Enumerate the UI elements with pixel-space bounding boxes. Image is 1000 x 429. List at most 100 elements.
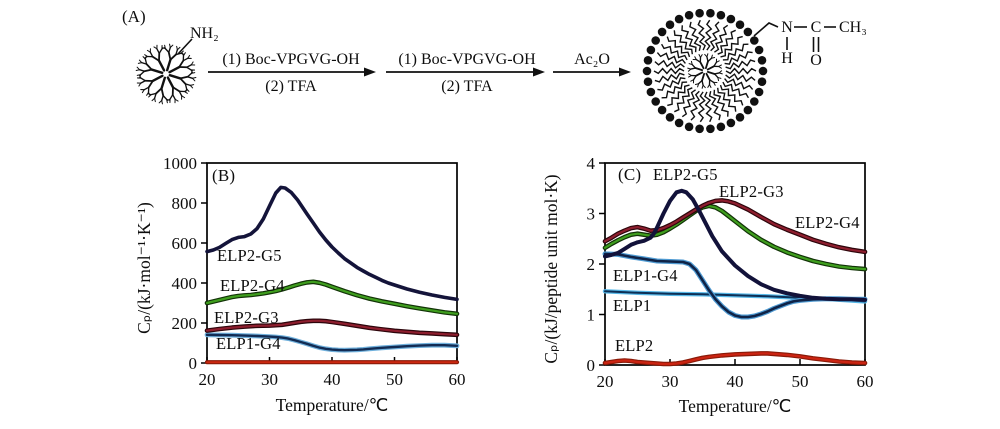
series-ELP2-G3	[603, 199, 867, 253]
branch	[169, 94, 174, 100]
micelle-chain	[717, 29, 736, 55]
branch	[699, 61, 705, 70]
branch	[149, 51, 154, 58]
micelle-headgroup-dot	[646, 45, 656, 55]
micelle-headgroup-dot	[684, 122, 694, 132]
micelle-chain	[674, 87, 693, 113]
branch	[175, 49, 179, 56]
micelle-headgroup-dot	[706, 124, 715, 134]
x-tick-label: 20	[199, 370, 216, 389]
micelle-chain	[713, 24, 729, 53]
micelle-chain	[724, 78, 754, 90]
y-tick-label: 4	[587, 154, 596, 173]
panel-a-scheme: (A) NH₂ (1) Boc-VPGVG-OH (2) TFA (1) Boc…	[122, 7, 867, 134]
micelle-headgroup-dot	[643, 77, 653, 86]
x-tick-label: 20	[597, 372, 614, 391]
micelle-headgroup-dot	[651, 36, 660, 45]
branch	[143, 86, 150, 91]
branch	[168, 46, 171, 54]
micelle-headgroup-dot	[695, 124, 704, 134]
series-ELP1-G4	[205, 333, 459, 352]
curve-label-elp2-g4: ELP2-G4	[795, 213, 860, 232]
branch	[713, 81, 716, 86]
branch	[697, 79, 703, 85]
series-host	[204, 185, 460, 365]
branch	[189, 84, 194, 89]
branch	[694, 67, 704, 72]
branch	[694, 56, 697, 61]
micelle-chain	[654, 72, 685, 83]
y-tick-label: 0	[587, 356, 596, 375]
micelle-chain	[673, 30, 693, 55]
branch	[172, 94, 176, 100]
branch	[715, 60, 720, 63]
micelle-chain	[708, 91, 721, 121]
branch	[158, 99, 163, 104]
micelle-chain	[666, 36, 691, 58]
micelle-headgroup-dot	[665, 113, 675, 122]
branch	[706, 56, 709, 63]
branch	[710, 56, 716, 59]
y-tick-label: 1	[587, 306, 596, 325]
micelle-chain	[697, 19, 706, 51]
branch	[695, 71, 704, 77]
branch	[184, 83, 191, 87]
branch	[184, 83, 188, 90]
step3-reagent: Ac₂O	[574, 51, 610, 68]
micelle-chain	[690, 90, 701, 121]
branch	[166, 98, 168, 104]
x-axis-title: Temperature/℃	[276, 395, 389, 415]
micelle-chain	[681, 25, 697, 53]
series-ELP2-G5	[205, 185, 459, 302]
micelle-chain	[725, 73, 756, 83]
micelle-headgroup-dot	[706, 8, 715, 18]
branch	[143, 68, 153, 73]
branch	[690, 60, 693, 66]
panel-a-label: (A)	[122, 7, 146, 26]
series-ELP2-G4	[205, 280, 459, 315]
micelle-headgroup-dot	[657, 27, 667, 37]
branch	[186, 76, 194, 79]
branch	[165, 58, 172, 72]
x-tick-label: 40	[727, 372, 744, 391]
arrowhead-icon	[619, 67, 631, 77]
curve-label-elp2-g5: ELP2-G5	[653, 165, 718, 184]
branch	[713, 73, 719, 79]
branch	[150, 92, 157, 96]
branch	[186, 64, 192, 68]
micelle-chain	[724, 51, 753, 65]
branch	[691, 63, 697, 69]
x-tick-label: 60	[449, 370, 466, 389]
micelle-chain	[657, 77, 686, 91]
curve-label-elp2-g3: ELP2-G3	[719, 182, 784, 201]
branch	[186, 72, 193, 78]
acetyl-c: C	[811, 19, 822, 36]
micelle-chain	[697, 91, 706, 123]
branch	[140, 80, 146, 84]
branch	[160, 76, 167, 90]
branch	[169, 44, 174, 49]
branch	[172, 86, 181, 93]
micelle-chain	[720, 35, 743, 58]
branch	[701, 84, 704, 89]
curve-label-elp2-g4: ELP2-G4	[220, 276, 285, 295]
micelle-headgroup-dot	[643, 56, 653, 65]
branch	[699, 54, 703, 58]
micelle-chain	[709, 21, 720, 52]
acetyl-structure: N C CH₃ H O	[753, 19, 867, 69]
series-ELP2-G5	[603, 188, 867, 302]
dendrimer-icon	[135, 43, 197, 105]
branch	[161, 94, 164, 102]
y-axis-title: Cₚ/(kJ/peptide unit mol·K)	[541, 174, 561, 363]
branch	[168, 65, 181, 74]
micelle-headgroup-dot	[646, 87, 656, 97]
micelle-headgroup-dot	[735, 113, 745, 122]
micelle-chain	[654, 59, 685, 69]
micelle-headgroup-dot	[674, 118, 684, 128]
micelle-chain	[722, 43, 749, 61]
y-tick-label: 400	[172, 274, 198, 293]
branch	[157, 59, 166, 72]
step1-reagent-bottom: (2) TFA	[265, 78, 317, 95]
branch	[701, 72, 706, 82]
